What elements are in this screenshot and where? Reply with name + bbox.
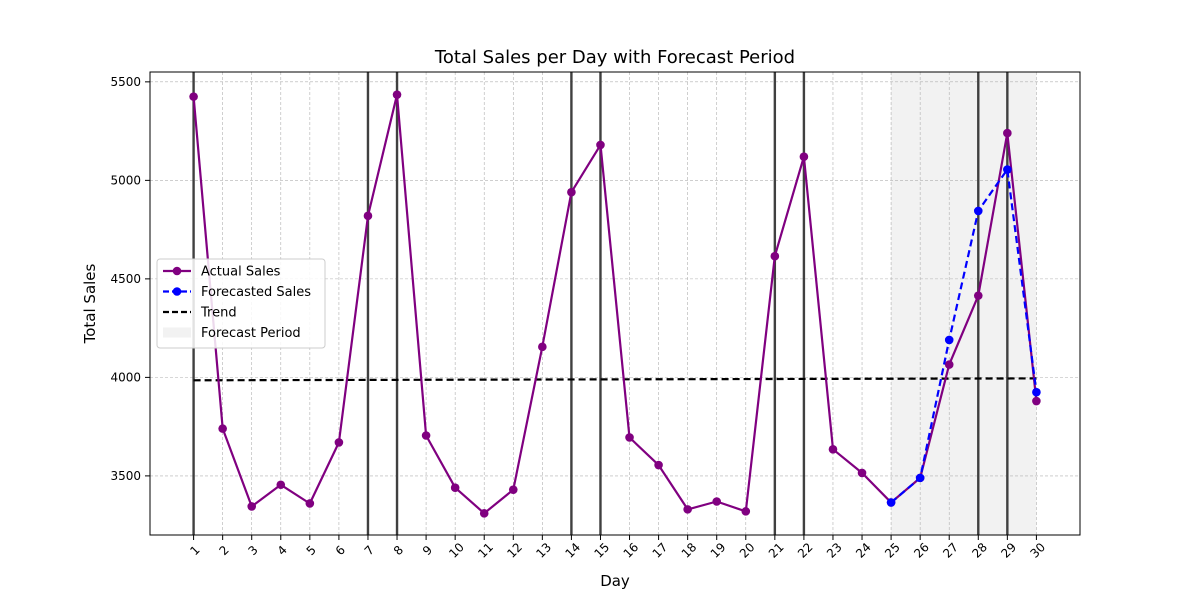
legend-label-forecast-period: Forecast Period <box>201 326 301 341</box>
actual-sales-point <box>1032 396 1041 406</box>
y-tick-label: 3500 <box>110 469 141 483</box>
y-tick-label: 5000 <box>110 173 141 187</box>
actual-sales-point <box>305 499 315 508</box>
y-axis-title: Total Sales <box>81 263 99 344</box>
x-axis-title: Day <box>600 572 630 590</box>
actual-sales-point <box>741 507 751 516</box>
forecast-period-band <box>891 72 1037 535</box>
actual-sales-point <box>479 509 489 518</box>
actual-sales-point <box>770 251 780 261</box>
actual-sales-point <box>1003 128 1012 138</box>
actual-sales-point <box>247 502 257 511</box>
actual-sales-point <box>654 460 663 470</box>
actual-sales-point <box>421 431 431 440</box>
forecasted-sales-line <box>890 168 1038 504</box>
y-tick-label: 4500 <box>110 272 141 286</box>
actual-sales-point <box>857 468 867 478</box>
trend-line <box>193 377 1037 382</box>
actual-sales-point <box>450 483 460 493</box>
plot-frame <box>149 71 1081 536</box>
actual-sales-point <box>276 480 286 490</box>
actual-sales-point <box>683 505 692 514</box>
actual-sales-point <box>189 92 198 101</box>
legend-marker-actual-sales <box>172 266 182 276</box>
actual-sales-point <box>596 140 605 150</box>
legend-marker-forecasted-sales <box>172 287 182 296</box>
actual-sales-point <box>218 424 227 433</box>
actual-sales-point <box>799 152 809 162</box>
actual-sales-point <box>567 187 576 197</box>
actual-sales-point <box>625 433 634 442</box>
actual-sales-point <box>363 211 373 221</box>
forecasted-sales-point <box>973 206 983 216</box>
actual-sales-point <box>508 485 518 494</box>
legend-label-trend: Trend <box>200 306 237 321</box>
forecasted-sales-point <box>915 473 925 483</box>
y-tick-label: 5500 <box>110 75 141 89</box>
actual-sales-point <box>944 360 954 369</box>
chart-title: Total Sales per Day with Forecast Period <box>434 47 795 68</box>
legend-swatch-forecast-period <box>163 327 191 338</box>
forecasted-sales-point <box>1032 387 1041 397</box>
actual-sales-point <box>538 342 547 352</box>
forecasted-sales-point <box>1003 165 1012 174</box>
actual-sales-point <box>973 291 983 300</box>
actual-sales-point <box>828 444 838 454</box>
forecasted-sales-point <box>944 335 954 345</box>
actual-sales-point <box>392 90 402 99</box>
legend-label-forecasted-sales: Forecasted Sales <box>201 285 311 300</box>
y-tick-label: 4000 <box>110 370 141 384</box>
legend-box <box>156 258 326 349</box>
actual-sales-point <box>712 497 722 506</box>
forecasted-sales-point <box>886 498 896 507</box>
legend-label-actual-sales: Actual Sales <box>201 265 281 280</box>
actual-sales-point <box>334 438 344 447</box>
legend: Actual Sales Forecasted Sales Trend Forecas… <box>156 258 326 349</box>
